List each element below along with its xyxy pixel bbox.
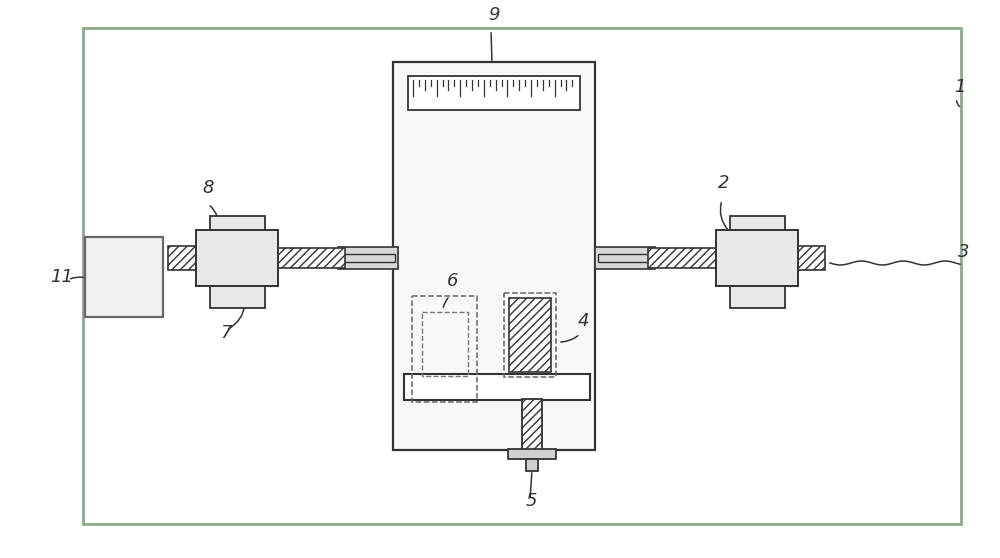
- Bar: [504, 293, 556, 377]
- Bar: [422, 312, 468, 376]
- Bar: [85, 237, 163, 317]
- Bar: [598, 254, 650, 262]
- Bar: [648, 248, 718, 268]
- Bar: [522, 399, 542, 451]
- Text: 5: 5: [526, 492, 538, 510]
- Bar: [205, 240, 277, 276]
- Bar: [168, 246, 210, 270]
- Bar: [210, 216, 265, 234]
- Text: 4: 4: [578, 312, 590, 330]
- Bar: [783, 246, 825, 270]
- Text: 9: 9: [488, 6, 500, 24]
- Bar: [338, 254, 395, 262]
- Bar: [508, 449, 556, 459]
- Bar: [730, 286, 785, 308]
- Bar: [210, 286, 265, 308]
- Text: 7: 7: [220, 324, 232, 342]
- Bar: [338, 247, 398, 269]
- Text: 1: 1: [954, 78, 966, 96]
- Bar: [730, 216, 785, 234]
- Text: 3: 3: [958, 243, 970, 261]
- Bar: [275, 248, 345, 268]
- Text: 2: 2: [718, 174, 730, 192]
- Bar: [404, 374, 590, 400]
- Text: 8: 8: [202, 179, 214, 197]
- Bar: [595, 247, 655, 269]
- Text: 6: 6: [447, 272, 458, 290]
- Bar: [716, 240, 788, 276]
- Bar: [412, 296, 477, 402]
- Bar: [408, 76, 580, 110]
- Bar: [526, 459, 538, 471]
- Text: 11: 11: [50, 268, 73, 286]
- Bar: [509, 298, 551, 372]
- Bar: [83, 28, 961, 524]
- Bar: [716, 230, 798, 286]
- Bar: [393, 62, 595, 450]
- Bar: [196, 230, 278, 286]
